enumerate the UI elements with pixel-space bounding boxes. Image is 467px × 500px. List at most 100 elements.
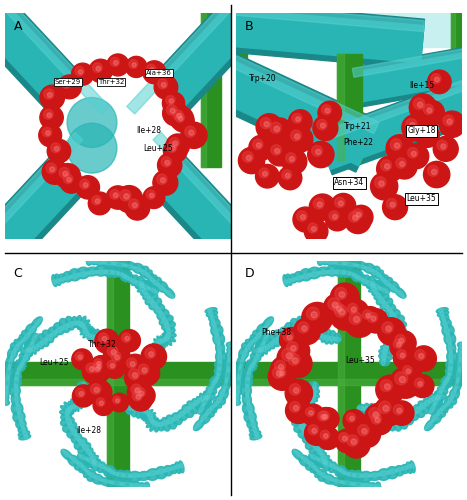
Ellipse shape: [232, 386, 241, 397]
Ellipse shape: [74, 438, 87, 450]
Ellipse shape: [76, 316, 82, 328]
Ellipse shape: [245, 377, 250, 388]
Circle shape: [132, 391, 142, 401]
Ellipse shape: [68, 456, 79, 466]
Circle shape: [432, 170, 437, 174]
Ellipse shape: [216, 341, 225, 355]
Circle shape: [378, 318, 405, 345]
Ellipse shape: [63, 272, 73, 282]
Ellipse shape: [110, 470, 115, 474]
Circle shape: [337, 306, 341, 312]
Ellipse shape: [223, 367, 234, 383]
Ellipse shape: [323, 459, 333, 471]
Circle shape: [57, 75, 81, 99]
Ellipse shape: [325, 330, 331, 344]
Ellipse shape: [393, 316, 399, 326]
Ellipse shape: [347, 470, 356, 482]
Ellipse shape: [390, 315, 404, 326]
Circle shape: [380, 380, 392, 392]
Ellipse shape: [259, 342, 264, 355]
Ellipse shape: [381, 278, 386, 282]
Circle shape: [150, 68, 154, 72]
Ellipse shape: [68, 422, 74, 431]
Ellipse shape: [314, 328, 318, 332]
Ellipse shape: [225, 367, 229, 383]
Ellipse shape: [446, 373, 454, 380]
Ellipse shape: [45, 334, 53, 341]
Ellipse shape: [126, 406, 134, 410]
Ellipse shape: [4, 400, 7, 406]
Ellipse shape: [453, 378, 461, 393]
Circle shape: [72, 349, 92, 370]
Ellipse shape: [71, 321, 78, 325]
Ellipse shape: [383, 343, 393, 349]
Ellipse shape: [29, 341, 36, 354]
Ellipse shape: [351, 480, 365, 491]
Ellipse shape: [246, 372, 250, 380]
Ellipse shape: [160, 336, 165, 348]
Circle shape: [185, 126, 196, 137]
Ellipse shape: [322, 456, 327, 461]
Ellipse shape: [74, 398, 84, 404]
Ellipse shape: [454, 367, 465, 383]
Ellipse shape: [206, 395, 210, 400]
Ellipse shape: [137, 472, 151, 480]
Ellipse shape: [126, 276, 129, 280]
Ellipse shape: [297, 316, 306, 330]
Text: Ala+36: Ala+36: [146, 70, 172, 76]
Ellipse shape: [359, 274, 365, 282]
Circle shape: [382, 322, 393, 334]
Bar: [232, 4, 425, 32]
Ellipse shape: [60, 410, 72, 416]
Ellipse shape: [95, 260, 106, 264]
Ellipse shape: [294, 422, 308, 432]
Ellipse shape: [285, 322, 296, 334]
Ellipse shape: [359, 278, 364, 281]
Text: Ile+28: Ile+28: [136, 126, 161, 136]
Circle shape: [345, 308, 375, 338]
Circle shape: [403, 366, 412, 375]
Circle shape: [47, 92, 52, 98]
Ellipse shape: [11, 402, 23, 415]
Ellipse shape: [342, 270, 351, 275]
Ellipse shape: [59, 318, 70, 332]
Ellipse shape: [340, 468, 344, 473]
Ellipse shape: [199, 412, 210, 424]
Ellipse shape: [253, 330, 263, 340]
Circle shape: [167, 142, 177, 152]
Ellipse shape: [376, 294, 389, 305]
Ellipse shape: [410, 461, 415, 473]
Ellipse shape: [162, 420, 170, 426]
Ellipse shape: [314, 328, 325, 338]
Circle shape: [404, 144, 429, 169]
Circle shape: [289, 384, 301, 395]
Ellipse shape: [435, 408, 446, 418]
Ellipse shape: [16, 402, 21, 415]
Ellipse shape: [63, 422, 77, 432]
Circle shape: [390, 336, 412, 358]
Circle shape: [61, 78, 71, 88]
Ellipse shape: [353, 470, 364, 482]
Ellipse shape: [50, 330, 58, 336]
Ellipse shape: [137, 285, 151, 292]
Ellipse shape: [316, 332, 320, 336]
Ellipse shape: [307, 402, 311, 406]
Circle shape: [347, 413, 355, 422]
Ellipse shape: [226, 350, 235, 362]
Ellipse shape: [214, 401, 219, 406]
Ellipse shape: [28, 325, 36, 335]
Circle shape: [163, 101, 188, 126]
Ellipse shape: [90, 260, 98, 263]
Ellipse shape: [166, 415, 177, 429]
Ellipse shape: [86, 448, 92, 455]
Ellipse shape: [367, 404, 374, 418]
Ellipse shape: [394, 287, 406, 298]
Circle shape: [370, 172, 398, 200]
Ellipse shape: [242, 348, 248, 360]
Circle shape: [64, 174, 73, 184]
Circle shape: [127, 358, 137, 368]
Ellipse shape: [307, 321, 312, 326]
Circle shape: [379, 401, 391, 413]
Ellipse shape: [5, 386, 8, 397]
Ellipse shape: [108, 479, 124, 490]
